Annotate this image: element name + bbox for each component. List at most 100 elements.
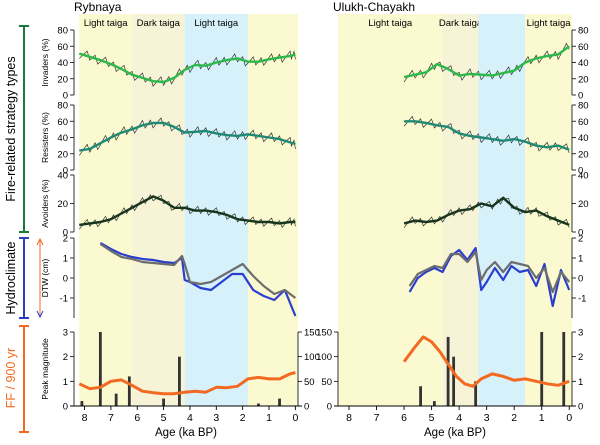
fire-peak-bar xyxy=(474,381,478,406)
y-tick-label: 0 xyxy=(578,91,583,102)
fire-frequency-label: FF / 900 yr xyxy=(4,348,18,408)
y2-tick-label: 50 xyxy=(304,377,315,388)
hydroclimate-label: Hydroclimate xyxy=(4,241,18,314)
subplot-dtw: -1 0 1 2 xyxy=(408,234,586,318)
zone-label: Light taiga xyxy=(368,18,413,29)
y-tick-label: 20 xyxy=(578,199,589,210)
fire-peak-bar xyxy=(562,332,566,406)
fire-peak-bar xyxy=(178,356,181,406)
subplot-fire: 0 1 2 3 0 50 100 150 xyxy=(316,328,583,413)
y-tick-label: 80 xyxy=(578,101,589,112)
y2-tick-label: 50 xyxy=(321,377,332,388)
x-tick-label: 1 xyxy=(266,412,272,424)
x-tick-label: 2 xyxy=(240,412,246,424)
y-tick-label: 40 xyxy=(578,58,589,69)
zone-label: Light taiga xyxy=(527,18,572,29)
x-tick-label: 0 xyxy=(292,412,298,424)
raw-series-line xyxy=(403,42,570,83)
y-tick-label: 0 xyxy=(63,91,68,102)
y-axis-label: Peak magnitude xyxy=(40,338,50,400)
x-axis-label: Age (ka BP) xyxy=(155,427,217,439)
raw-series-line xyxy=(79,194,296,230)
ff-curve xyxy=(78,371,296,396)
y-tick-label: 2 xyxy=(63,352,68,363)
x-tick-label: 6 xyxy=(134,412,140,424)
y-tick-label: 80 xyxy=(57,26,68,37)
fire-peak-bar xyxy=(80,401,84,406)
fire-peak-bar xyxy=(162,398,165,406)
y-tick-label: 60 xyxy=(578,42,589,53)
fire-peak-bar xyxy=(257,403,260,406)
fire-peak-bar xyxy=(98,332,102,406)
subplot-invaders: 0 20 40 60 80 xyxy=(403,26,589,102)
y-axis-label: Resisters (%) xyxy=(40,112,50,163)
y-tick-label: 60 xyxy=(57,42,68,53)
smoothed-series-line xyxy=(403,45,570,79)
y-tick-label: 80 xyxy=(57,101,68,112)
y-tick-label: 0 xyxy=(63,228,68,239)
y2-tick-label: 0 xyxy=(327,402,332,413)
y2-tick-label: 0 xyxy=(304,402,309,413)
zone-label: Dark taiga xyxy=(137,18,181,29)
y-tick-label: 20 xyxy=(57,74,68,85)
y-tick-label: 20 xyxy=(578,74,589,85)
subplot-avoiders: 0 20 40 xyxy=(403,171,589,239)
y-axis-label: DTW (cm) xyxy=(40,258,50,297)
y-tick-label: 0 xyxy=(578,228,583,239)
subplot-fire: 0 1 2 3 Peak magnitude 0 50 100 150 xyxy=(40,328,320,413)
y-axis-label: Avoiders (%) xyxy=(40,179,50,228)
site-title: Rybnaya xyxy=(74,0,122,14)
zone-band xyxy=(338,14,443,406)
x-tick-label: 3 xyxy=(484,412,490,424)
y-tick-label: 20 xyxy=(578,149,589,160)
raw-series-line xyxy=(403,198,570,228)
y-tick-label: -1 xyxy=(60,294,68,305)
y-tick-label: 20 xyxy=(57,149,68,160)
y-tick-label: 0 xyxy=(578,402,583,413)
x-tick-label: 3 xyxy=(213,412,219,424)
fire-peak-bar xyxy=(452,356,456,406)
y-tick-label: 0 xyxy=(63,274,68,285)
fire-frequency-bracket: FF / 900 yr xyxy=(4,325,29,433)
y-tick-label: 60 xyxy=(578,117,589,128)
y-tick-label: 40 xyxy=(57,171,68,182)
y-tick-label: 1 xyxy=(578,377,583,388)
zone-band xyxy=(131,14,185,406)
y2-tick-label: 150 xyxy=(316,328,332,339)
y-tick-label: 80 xyxy=(578,26,589,37)
x-tick-label: 5 xyxy=(161,412,167,424)
y2-tick-label: 100 xyxy=(304,352,320,363)
smoothed-series-line xyxy=(79,121,296,152)
dtw-series-line xyxy=(99,243,297,299)
x-tick-label: 6 xyxy=(401,412,407,424)
fire-peak-bar xyxy=(432,401,436,406)
y-tick-label: 3 xyxy=(63,328,68,339)
y-tick-label: 40 xyxy=(578,171,589,182)
hydroclimate-bracket: Hydroclimate xyxy=(4,237,29,319)
y-tick-label: 3 xyxy=(578,328,583,339)
smoothed-series-line xyxy=(404,120,570,151)
y2-tick-label: 100 xyxy=(316,352,332,363)
dtw-arrow-up xyxy=(36,237,44,246)
zone-label: Light taiga xyxy=(194,18,239,29)
zone-label: Light taiga xyxy=(84,18,129,29)
subplot-dtw: -1 0 1 2 DTW (cm) xyxy=(36,234,297,319)
ff-curve xyxy=(402,335,570,388)
x-tick-label: 2 xyxy=(511,412,517,424)
fire-peak-bar xyxy=(419,386,422,406)
zone-band xyxy=(247,14,298,406)
smoothed-series-line xyxy=(78,52,296,84)
ulukh-chayakh-panel: Ulukh-Chayakh Light taiga Dark taiga Light … xyxy=(316,0,588,439)
fire-peak-bar xyxy=(540,332,544,406)
y-tick-label: 60 xyxy=(57,117,68,128)
strategy-bracket: Fire-related strategy types xyxy=(4,25,29,233)
x-tick-label: 5 xyxy=(429,412,435,424)
subplot-avoiders: 0 20 40 Avoiders (%) xyxy=(40,171,296,239)
y2-tick-label: 150 xyxy=(304,328,320,339)
x-tick-label: 1 xyxy=(539,412,545,424)
x-tick-label: 4 xyxy=(187,412,193,424)
x-tick-label: 7 xyxy=(374,412,380,424)
y-tick-label: 2 xyxy=(578,352,583,363)
fire-peak-bar xyxy=(446,336,450,406)
